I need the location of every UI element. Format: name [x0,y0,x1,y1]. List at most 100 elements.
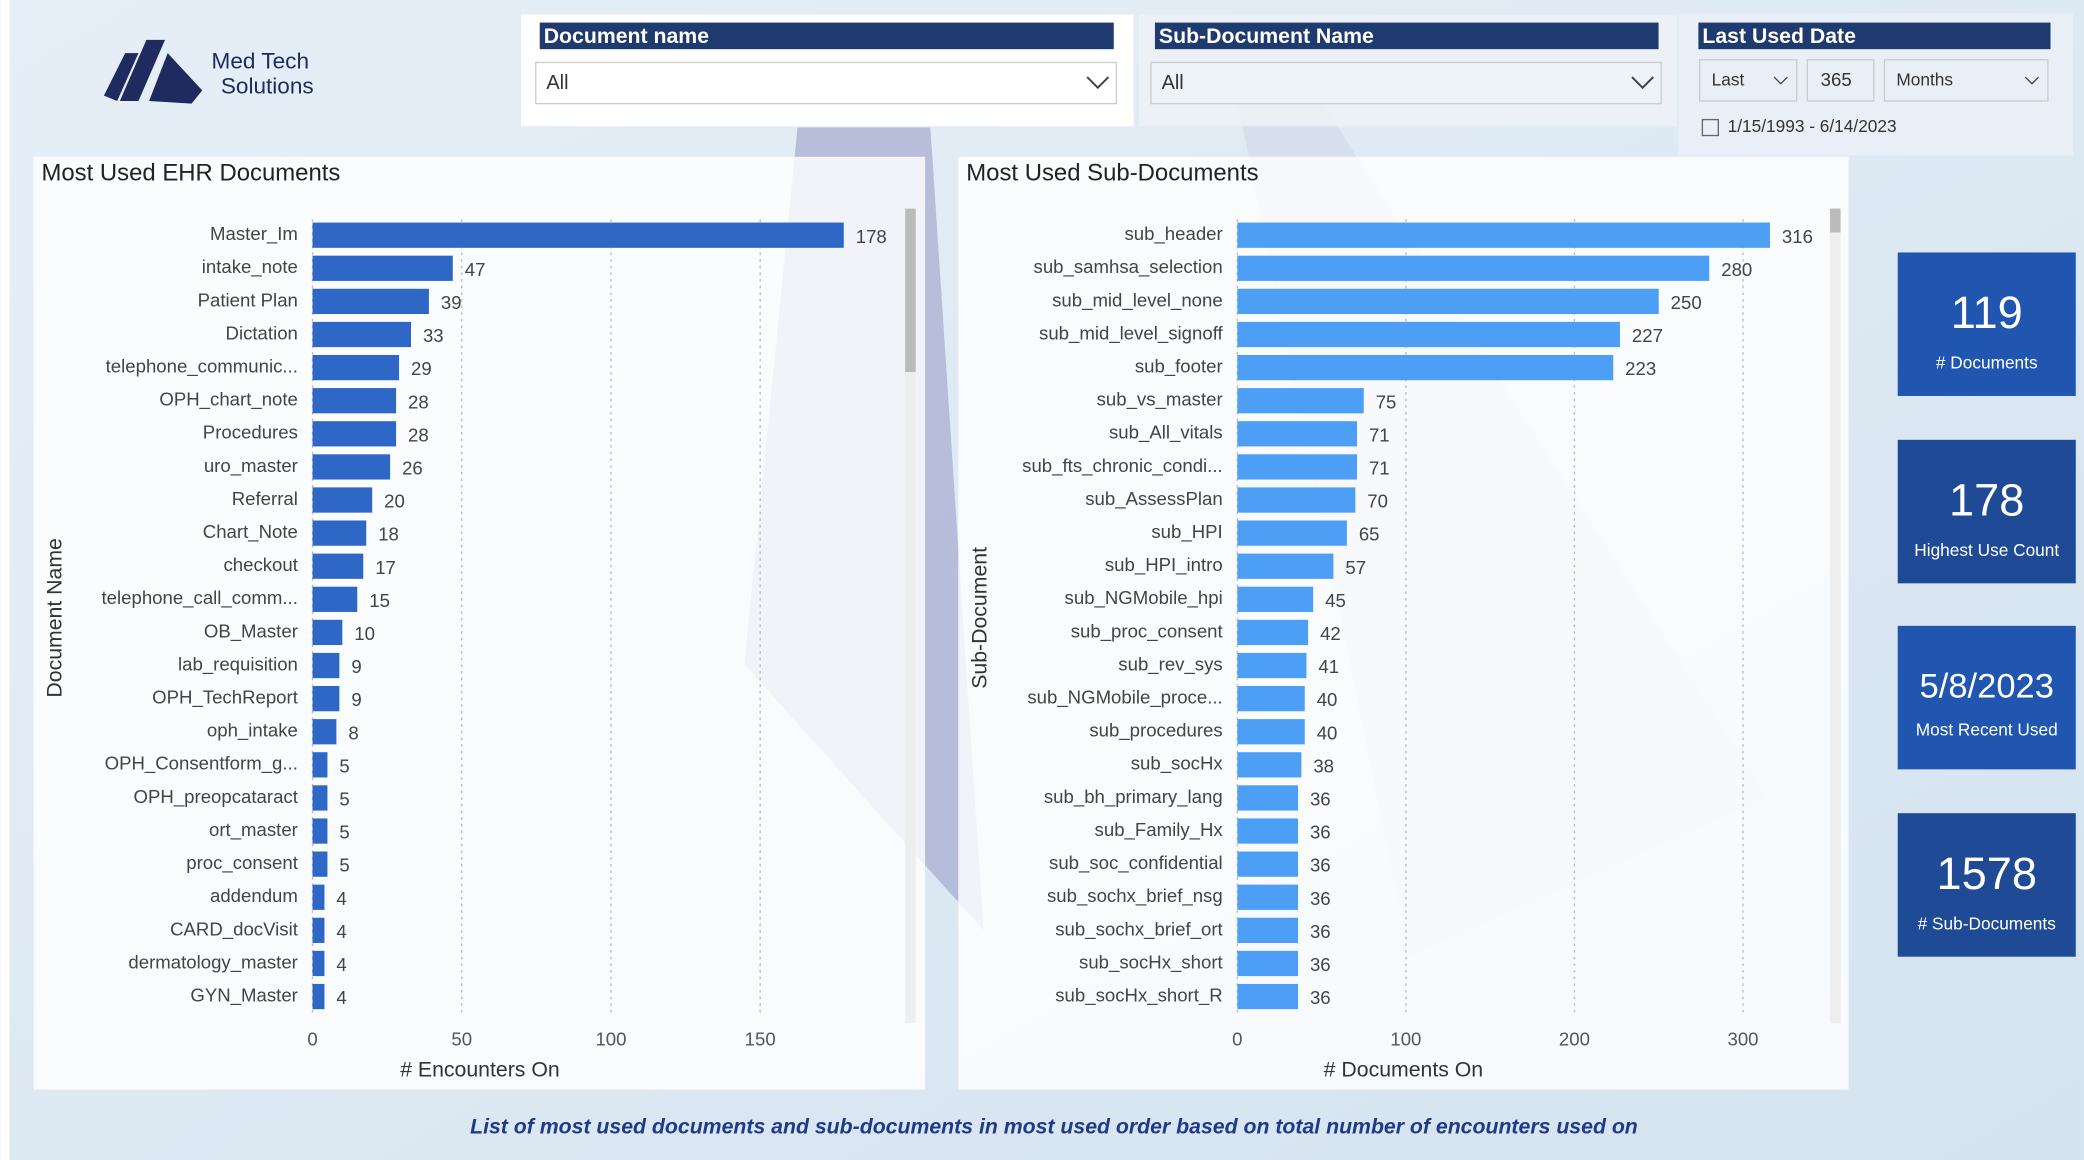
scrollbar-track[interactable] [905,208,916,1024]
value-label: 41 [1318,656,1339,677]
y-tick-label: sub_header [1124,223,1222,245]
bar [1237,222,1770,248]
y-tick-label: proc_consent [186,852,298,874]
y-tick-label: sub_procedures [1089,720,1222,742]
filter-label: Last Used Date [1702,24,1856,48]
dropdown-value: Months [1896,70,1953,90]
scrollbar-thumb[interactable] [1829,208,1841,233]
bar [312,752,328,778]
y-tick-label: sub_fts_chronic_condi... [1022,455,1223,477]
bar [312,222,844,248]
bar [312,719,337,745]
value-label: 8 [348,722,358,743]
bar [312,785,328,811]
chevron [1086,76,1110,90]
bar [1237,520,1347,546]
card-value: 119 [1951,287,2023,338]
bar [1237,454,1358,480]
y-tick-label: sub_All_vitals [1109,422,1223,444]
bar [312,917,325,943]
bar [312,454,391,480]
y-tick-label: sub_footer [1135,356,1223,378]
value-label: 4 [336,987,346,1008]
y-tick-label: ort_master [209,819,298,841]
x-tick-label: 0 [1232,1028,1242,1049]
dropdown[interactable] [1883,59,2049,102]
value-label: 5 [339,822,349,843]
dropdown[interactable] [1150,61,1662,105]
y-tick-label: sub_samhsa_selection [1034,256,1223,278]
x-tick-label: 50 [451,1028,472,1049]
card-label: # Sub-Documents [1918,913,2057,933]
bar [1237,719,1305,745]
y-tick-label: sub_HPI_intro [1105,554,1223,576]
value-label: 47 [465,259,486,280]
scrollbar-track[interactable] [1829,208,1841,1024]
date-range: 1/15/1993 - 6/14/2023 [1728,116,1897,136]
x-axis-title: # Documents On [1324,1058,1483,1082]
input[interactable] [1806,59,1875,102]
dropdown-value: Last [1712,70,1745,90]
value-label: 9 [351,656,361,677]
y-tick-label: sub_bh_primary_lang [1044,786,1223,808]
x-tick-label: 300 [1727,1028,1758,1049]
y-tick-label: sub_NGMobile_hpi [1065,587,1223,609]
value-label: 28 [408,391,429,412]
y-tick-label: sub_mid_level_none [1052,289,1223,311]
y-tick-label: sub_sochx_brief_ort [1055,918,1223,940]
value-label: 38 [1313,755,1334,776]
y-tick-label: oph_intake [207,720,298,742]
y-tick-label: lab_requisition [178,653,298,675]
y-tick-label: sub_vs_master [1097,389,1223,411]
filter-date[interactable]: Last Used Date Last 365 Months 1/15/1993… [1678,13,2074,156]
value-label: 65 [1359,524,1380,545]
y-tick-label: sub_sochx_brief_nsg [1047,885,1223,907]
value-label: 36 [1310,789,1331,810]
value-label: 178 [856,226,887,247]
value-label: 42 [1320,623,1341,644]
y-tick-label: Master_Im [210,223,298,245]
filter-subdocument[interactable]: Sub-Document Name All [1138,14,1678,127]
bar [1237,255,1710,281]
bar [1237,553,1334,579]
y-axis-title: Sub-Document [967,547,991,689]
y-tick-label: Chart_Note [203,521,298,543]
chart-title: Most Used EHR Documents [41,159,340,186]
value-label: 39 [441,292,462,313]
scrollbar-thumb[interactable] [905,208,916,373]
bar [1237,983,1299,1010]
value-label: 5 [339,855,349,876]
card-value: 178 [1949,475,2024,526]
dropdown[interactable] [1699,59,1798,102]
card-value: 1578 [1937,848,2037,899]
filter-document[interactable]: Document name All [521,14,1134,127]
bar [312,586,358,612]
card-label: Highest Use Count [1914,540,2059,560]
bar [1237,321,1620,348]
chart-panel [33,156,926,1090]
bar [312,851,328,877]
x-tick-label: 200 [1559,1028,1590,1049]
value-label: 4 [336,921,346,942]
card-bg [1897,439,2076,584]
card: 119 # Documents [1897,252,2076,396]
bar [312,288,429,315]
y-tick-label: intake_note [202,256,298,278]
x-axis-title: # Encounters On [400,1058,559,1082]
bar [312,321,412,348]
value-label: 10 [354,623,375,644]
value-label: 45 [1325,590,1346,611]
y-tick-label: sub_socHx [1131,753,1224,775]
logo-text: Solutions [221,74,314,99]
y-tick-label: sub_mid_level_signoff [1039,322,1223,344]
y-tick-label: addendum [210,885,298,906]
value-label: 250 [1671,292,1702,313]
value-label: 223 [1625,358,1656,379]
value-label: 33 [423,325,444,346]
bar [312,388,397,414]
dropdown[interactable] [535,61,1118,105]
filter-label: Sub-Document Name [1159,24,1374,48]
calendar-icon [1701,118,1719,137]
logo: Med Tech Solutions [103,39,314,104]
